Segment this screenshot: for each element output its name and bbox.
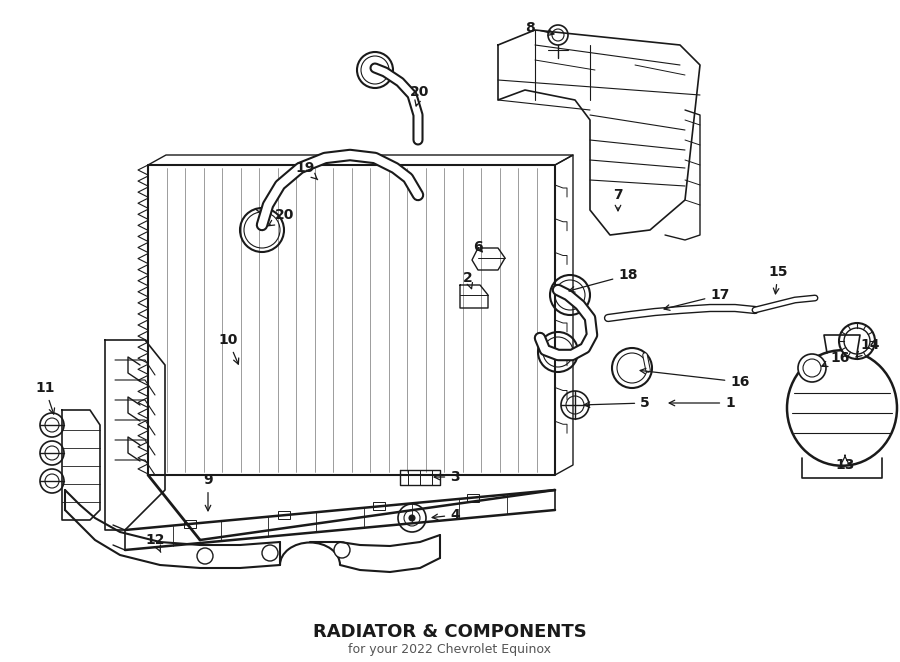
Circle shape	[555, 280, 585, 310]
Text: 20: 20	[268, 208, 294, 226]
Text: 16: 16	[640, 368, 750, 389]
Bar	[278, 511, 290, 519]
Text: 20: 20	[410, 85, 429, 106]
Bar	[373, 502, 384, 510]
Circle shape	[561, 391, 589, 419]
Text: 9: 9	[203, 473, 212, 511]
Text: 11: 11	[35, 381, 55, 414]
Text: 5: 5	[584, 396, 650, 410]
Circle shape	[40, 469, 64, 493]
Bar	[184, 520, 195, 528]
Circle shape	[552, 29, 564, 41]
Circle shape	[334, 542, 350, 558]
Bar	[467, 494, 480, 502]
Circle shape	[45, 418, 59, 432]
Circle shape	[240, 208, 284, 252]
Ellipse shape	[787, 350, 897, 466]
Circle shape	[617, 353, 647, 383]
Text: 2: 2	[464, 271, 472, 289]
Circle shape	[798, 354, 826, 382]
Text: 7: 7	[613, 188, 623, 211]
Text: 10: 10	[219, 333, 238, 364]
Circle shape	[803, 359, 821, 377]
Circle shape	[244, 212, 280, 248]
Text: 3: 3	[434, 470, 460, 484]
Text: 12: 12	[145, 533, 165, 552]
Circle shape	[357, 52, 393, 88]
Circle shape	[566, 396, 584, 414]
Text: 6: 6	[473, 240, 482, 254]
Circle shape	[40, 441, 64, 465]
Text: 15: 15	[769, 265, 788, 294]
Circle shape	[40, 413, 64, 437]
Circle shape	[612, 348, 652, 388]
Circle shape	[262, 545, 278, 561]
Text: 8: 8	[525, 21, 554, 35]
Text: 19: 19	[295, 161, 318, 179]
Circle shape	[45, 474, 59, 488]
Text: 17: 17	[664, 288, 730, 310]
Circle shape	[361, 56, 389, 84]
Text: RADIATOR & COMPONENTS: RADIATOR & COMPONENTS	[313, 623, 587, 641]
Text: 13: 13	[835, 455, 855, 472]
Circle shape	[538, 332, 578, 372]
Circle shape	[543, 337, 573, 367]
Text: 4: 4	[432, 508, 460, 522]
Circle shape	[548, 25, 568, 45]
Text: for your 2022 Chevrolet Equinox: for your 2022 Chevrolet Equinox	[348, 643, 552, 657]
Circle shape	[839, 323, 875, 359]
Text: 16: 16	[822, 351, 850, 367]
Circle shape	[404, 510, 420, 526]
Circle shape	[409, 515, 415, 521]
Circle shape	[398, 504, 426, 532]
Circle shape	[197, 548, 213, 564]
Text: 14: 14	[856, 338, 880, 357]
Text: 1: 1	[670, 396, 735, 410]
Circle shape	[45, 446, 59, 460]
Circle shape	[844, 328, 870, 354]
Circle shape	[550, 275, 590, 315]
Text: 18: 18	[569, 268, 638, 292]
